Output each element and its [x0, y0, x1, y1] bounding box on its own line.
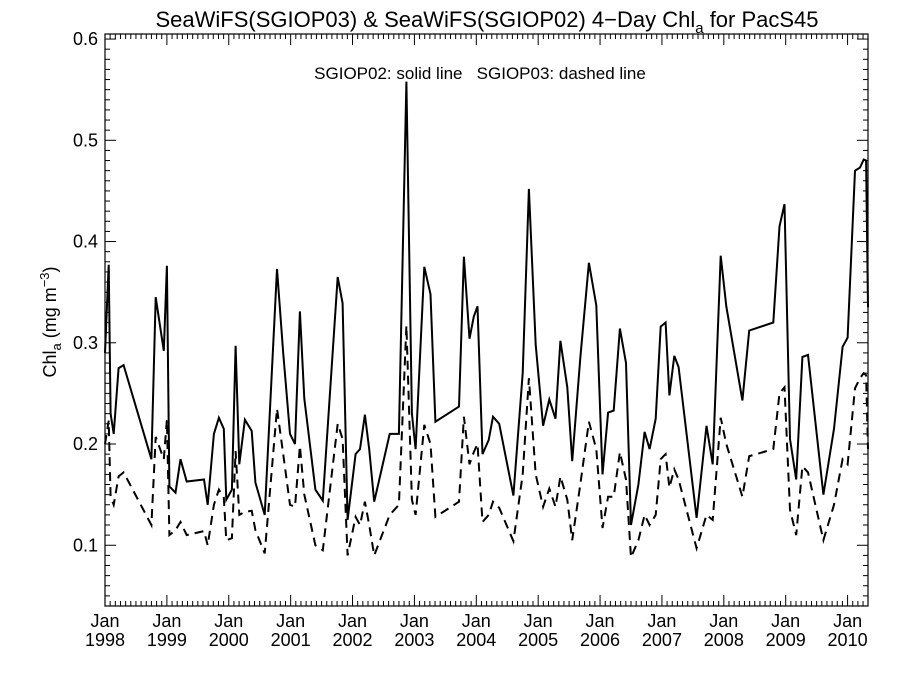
x-tick-label-year: 2000	[209, 630, 249, 650]
y-axis-label-unit: (mg m	[40, 287, 60, 343]
y-axis-label-unit-end: )	[40, 266, 60, 272]
x-tick-label-year: 2009	[766, 630, 806, 650]
y-axis-label-subscript: a	[49, 343, 64, 351]
y-axis-label-main: Chl	[40, 351, 60, 378]
x-tick-label-month: Jan	[709, 611, 738, 631]
chart-title: SeaWiFS(SGIOP03) & SeaWiFS(SGIOP02) 4−Da…	[155, 7, 818, 37]
y-axis-label-superscript: −3	[37, 272, 52, 287]
x-tick-label-month: Jan	[833, 611, 862, 631]
y-tick-label: 0.4	[73, 232, 98, 252]
y-tick-label: 0.5	[73, 130, 98, 150]
plot-frame	[104, 33, 869, 607]
x-tick-label-year: 2008	[704, 630, 744, 650]
y-tick-label: 0.3	[73, 333, 98, 353]
x-tick-label-month: Jan	[152, 611, 181, 631]
x-tick-label-year: 2007	[642, 630, 682, 650]
x-tick-label-year: 2004	[456, 630, 496, 650]
x-tick-label-year: 2003	[394, 630, 434, 650]
y-axis-label: Chla (mg m−3)	[37, 266, 64, 377]
series-line-sgiop02-solid	[104, 81, 869, 526]
chart-title-main: SeaWiFS(SGIOP03) & SeaWiFS(SGIOP02) 4−Da…	[155, 7, 695, 32]
x-tick-label-year: 2001	[271, 630, 311, 650]
x-tick-label-month: Jan	[400, 611, 429, 631]
x-tick-label-year: 2005	[518, 630, 558, 650]
y-tick-label: 0.2	[73, 434, 98, 454]
chart-title-suffix: for PacS45	[704, 7, 819, 32]
x-tick-label-month: Jan	[276, 611, 305, 631]
plot-area: 0.10.20.30.40.50.6Jan1998Jan1999Jan2000J…	[73, 29, 869, 650]
chart-title-subscript: a	[695, 20, 704, 37]
x-tick-label-month: Jan	[338, 611, 367, 631]
y-tick-label: 0.1	[73, 535, 98, 555]
series-line-sgiop03-dashed	[104, 325, 869, 560]
x-tick-label-year: 2010	[828, 630, 868, 650]
x-tick-label-month: Jan	[524, 611, 553, 631]
x-tick-label-month: Jan	[214, 611, 243, 631]
x-tick-label-month: Jan	[462, 611, 491, 631]
legend-annotation: SGIOP02: solid line SGIOP03: dashed line	[314, 64, 646, 83]
x-tick-label-year: 1998	[85, 630, 125, 650]
x-tick-label-year: 1999	[147, 630, 187, 650]
x-tick-label-month: Jan	[771, 611, 800, 631]
x-tick-label-month: Jan	[586, 611, 615, 631]
x-tick-label-year: 2002	[333, 630, 373, 650]
y-tick-label: 0.6	[73, 29, 98, 49]
x-tick-label-month: Jan	[647, 611, 676, 631]
x-tick-label-month: Jan	[90, 611, 119, 631]
x-tick-label-year: 2006	[580, 630, 620, 650]
